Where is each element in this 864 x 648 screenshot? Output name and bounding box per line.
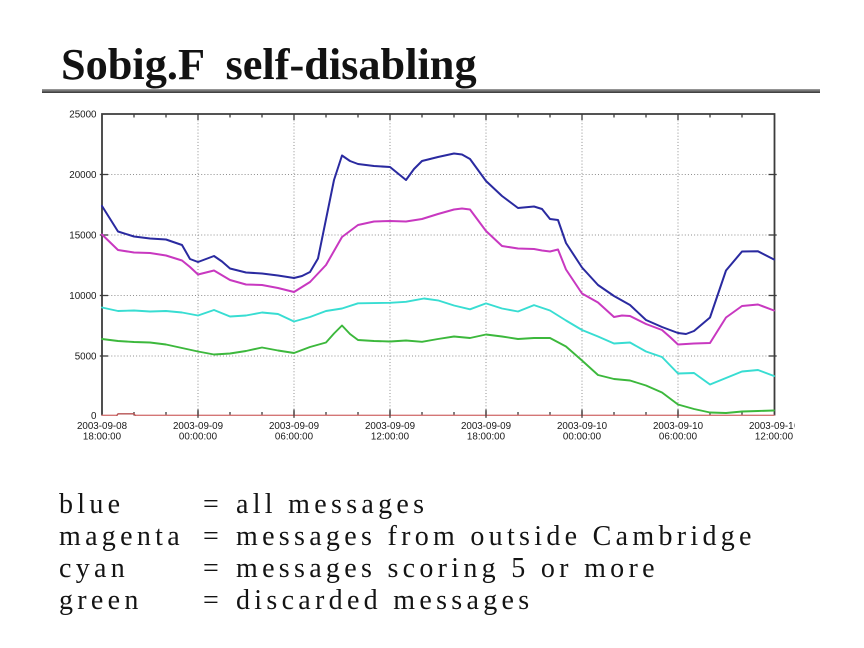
svg-text:0: 0	[91, 411, 97, 422]
svg-text:20000: 20000	[69, 170, 97, 181]
svg-text:2003-09-08: 2003-09-08	[77, 421, 128, 432]
svg-text:10000: 10000	[69, 291, 97, 302]
svg-text:18:00:00: 18:00:00	[83, 432, 122, 443]
svg-text:2003-09-10: 2003-09-10	[557, 421, 608, 432]
svg-text:12:00:00: 12:00:00	[371, 432, 410, 443]
svg-text:2003-09-10: 2003-09-10	[653, 421, 704, 432]
svg-text:2003-09-10: 2003-09-10	[749, 421, 800, 432]
svg-text:06:00:00: 06:00:00	[275, 432, 314, 443]
svg-text:06:00:00: 06:00:00	[659, 432, 698, 443]
svg-text:2003-09-09: 2003-09-09	[461, 421, 511, 432]
svg-text:2003-09-09: 2003-09-09	[173, 421, 223, 432]
svg-text:25000: 25000	[69, 109, 97, 120]
svg-text:00:00:00: 00:00:00	[179, 432, 218, 443]
svg-text:2003-09-09: 2003-09-09	[365, 421, 415, 432]
svg-text:5000: 5000	[75, 351, 97, 362]
svg-text:18:00:00: 18:00:00	[467, 432, 506, 443]
svg-text:12:00:00: 12:00:00	[755, 432, 794, 443]
svg-text:00:00:00: 00:00:00	[563, 432, 602, 443]
svg-text:15000: 15000	[69, 230, 97, 241]
svg-text:2003-09-09: 2003-09-09	[269, 421, 319, 432]
